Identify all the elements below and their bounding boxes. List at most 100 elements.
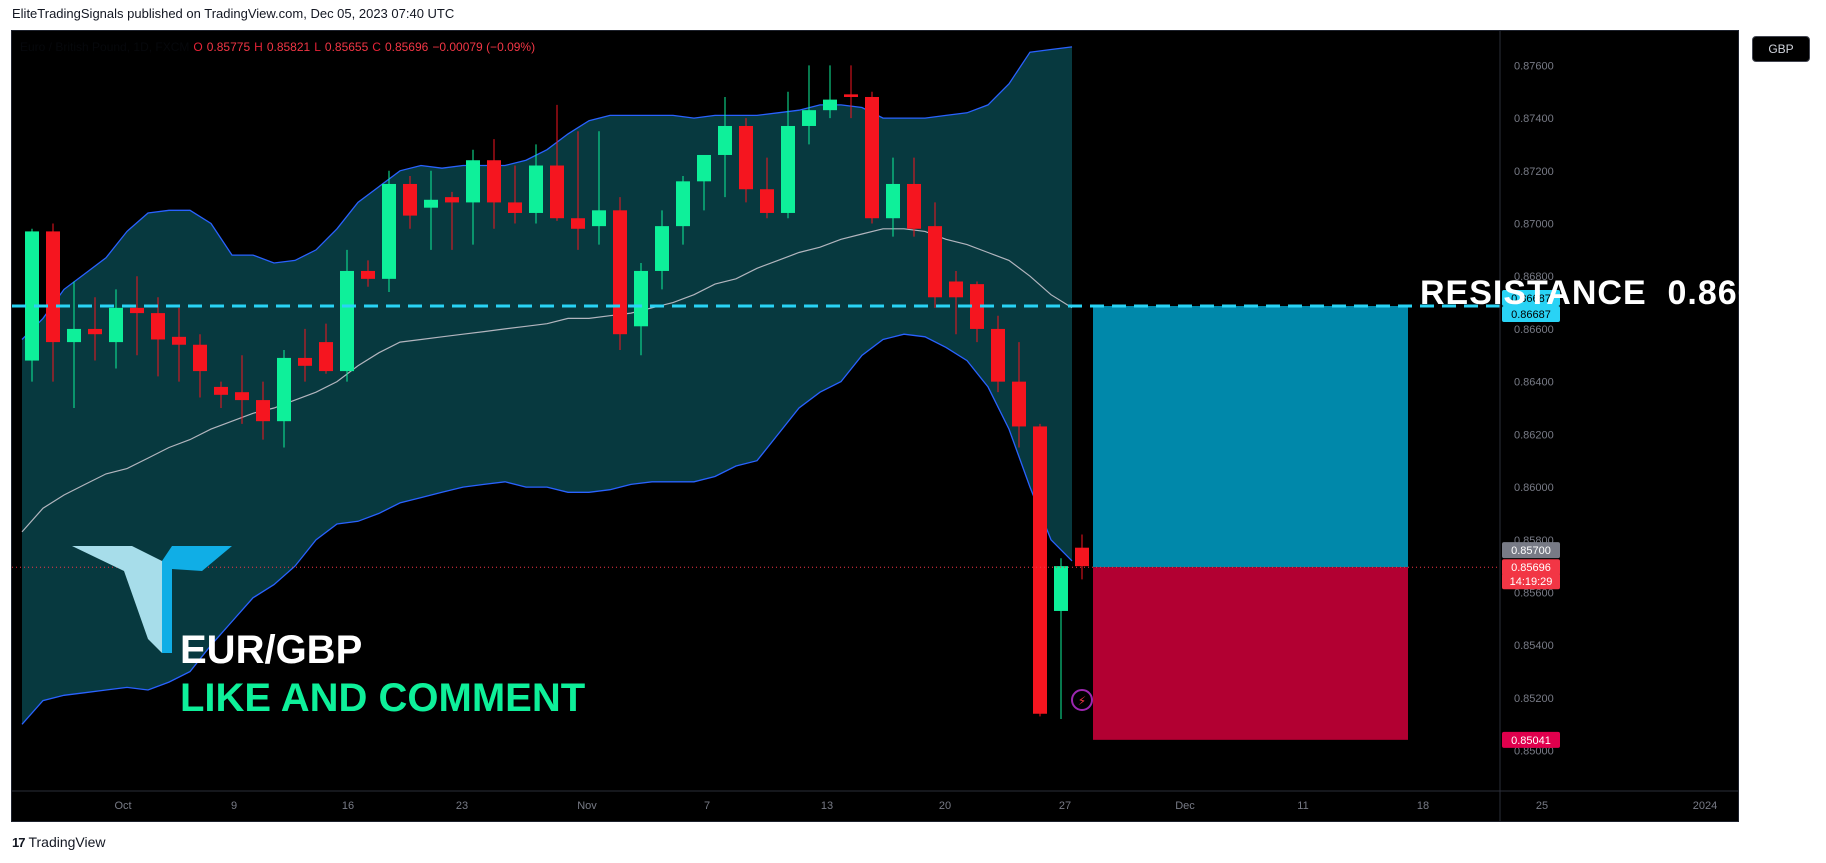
- price-label-bg: [1502, 559, 1560, 576]
- candle-body: [319, 342, 333, 372]
- candle-body: [844, 94, 858, 97]
- candle-body: [907, 183, 921, 229]
- candle-body: [25, 231, 39, 361]
- brand-logo: [72, 546, 232, 653]
- candle-body: [67, 328, 81, 343]
- target-zone: [1093, 305, 1408, 568]
- candle-body: [529, 165, 543, 213]
- currency-button[interactable]: GBP: [1752, 36, 1810, 62]
- price-label-current: 0.85696: [1511, 562, 1551, 574]
- price-tick-label: 0.86400: [1514, 377, 1554, 389]
- candle-body: [193, 344, 207, 372]
- close-label: C: [372, 40, 381, 54]
- price-tick-label: 0.85600: [1514, 588, 1554, 600]
- open-value: 0.85775: [206, 40, 251, 54]
- candle-body: [781, 125, 795, 213]
- candle-body: [424, 199, 438, 208]
- price-label-bg: [1502, 289, 1560, 306]
- price-label-bg: [1502, 731, 1560, 748]
- svg-text:⚡: ⚡: [1078, 694, 1086, 708]
- price-label-countdown: 14:19:29: [1510, 576, 1553, 588]
- candles-layer: [25, 65, 1089, 720]
- basis-line: [21, 228, 1073, 533]
- lower-band-line: [21, 333, 1073, 725]
- candle-body: [655, 226, 669, 271]
- stop-zone: [1093, 567, 1408, 740]
- candle-body: [634, 270, 648, 327]
- resistance-label: RESISTANCE 0.866: [1420, 274, 1758, 312]
- price-tick-label: 0.86000: [1514, 482, 1554, 494]
- candle-body: [487, 160, 501, 203]
- price-label-bg: [1502, 573, 1560, 590]
- candle-body: [277, 357, 291, 422]
- candle-body: [235, 392, 249, 401]
- candle-body: [46, 231, 60, 343]
- price-tick-label: 0.85200: [1514, 693, 1554, 705]
- time-tick-label: 23: [456, 800, 468, 812]
- logo-right-wing: [162, 546, 232, 653]
- time-tick-label: 27: [1059, 800, 1071, 812]
- band-fill: [22, 46, 1072, 725]
- high-label: H: [254, 40, 263, 54]
- time-tick-label: 9: [231, 800, 237, 812]
- candle-body: [592, 210, 606, 227]
- price-tick-label: 0.86600: [1514, 324, 1554, 336]
- candle-body: [718, 125, 732, 155]
- bollinger-bands: [21, 46, 1073, 725]
- low-label: L: [314, 40, 321, 54]
- candle-body: [382, 183, 396, 279]
- high-value: 0.85821: [266, 40, 311, 54]
- price-label-last_grey: 0.85700: [1511, 545, 1551, 557]
- candle-body: [802, 110, 816, 126]
- price-label-stop: 0.85041: [1511, 735, 1551, 747]
- candle-body: [109, 307, 123, 343]
- upper-band-line: [21, 46, 1073, 340]
- price-axis: 0.87600 0.87400 0.87200 0.87000 0.86800 0.866…: [1499, 31, 1560, 821]
- candle-body: [361, 270, 375, 279]
- price-tick-label: 0.85000: [1514, 746, 1554, 758]
- candle-body: [130, 307, 144, 314]
- candle-body: [403, 183, 417, 216]
- candle-body: [739, 125, 753, 190]
- time-tick-label: 2024: [1693, 800, 1717, 812]
- time-tick-label: 18: [1417, 800, 1429, 812]
- price-tick-label: 0.86800: [1514, 271, 1554, 283]
- cta-text: LIKE AND COMMENT: [180, 676, 586, 720]
- price-label-bg: [1502, 542, 1560, 559]
- price-label-bg: [1502, 305, 1560, 322]
- price-lines: [12, 304, 1500, 568]
- change-value: −0.00079 (−0.09%): [432, 40, 536, 54]
- tradingview-brand: TradingView: [28, 834, 106, 850]
- candle-body: [256, 400, 270, 422]
- alert-icon: ⚡: [1071, 689, 1093, 711]
- time-tick-label: Oct: [114, 800, 131, 812]
- pair-title: EUR/GBP: [180, 628, 363, 672]
- footer-brand[interactable]: 17 TradingView: [12, 834, 106, 850]
- position-boxes: [1093, 305, 1408, 740]
- time-tick-label: Dec: [1175, 800, 1195, 812]
- candlestick-chart[interactable]: 0.87600 0.87400 0.87200 0.87000 0.86800 0.866…: [12, 31, 1738, 821]
- candle-body: [886, 183, 900, 219]
- candle-body: [613, 210, 627, 335]
- candle-body: [928, 226, 942, 298]
- chart-area[interactable]: 0.87600 0.87400 0.87200 0.87000 0.86800 0.866…: [11, 30, 1739, 822]
- candle-body: [172, 336, 186, 345]
- price-label-resistance2: 0.86687: [1511, 309, 1551, 321]
- candle-body: [970, 284, 984, 329]
- logo-left-wing: [72, 546, 162, 653]
- candle-body: [1033, 426, 1047, 714]
- candle-body: [865, 96, 879, 219]
- price-tick-label: 0.87400: [1514, 113, 1554, 125]
- time-tick-label: 7: [704, 800, 710, 812]
- time-tick-label: Nov: [577, 800, 597, 812]
- time-tick-label: 16: [342, 800, 354, 812]
- candle-body: [445, 197, 459, 203]
- price-tick-label: 0.87200: [1514, 166, 1554, 178]
- price-tick-label: 0.86200: [1514, 429, 1554, 441]
- candle-body: [1012, 381, 1026, 427]
- candle-body: [823, 99, 837, 111]
- price-tick-label: 0.85400: [1514, 640, 1554, 652]
- candle-body: [550, 165, 564, 219]
- time-axis: Oct 9 16 23 Nov 7 13 20 27 Dec 11 18 25 2024: [12, 790, 1738, 812]
- low-value: 0.85655: [324, 40, 369, 54]
